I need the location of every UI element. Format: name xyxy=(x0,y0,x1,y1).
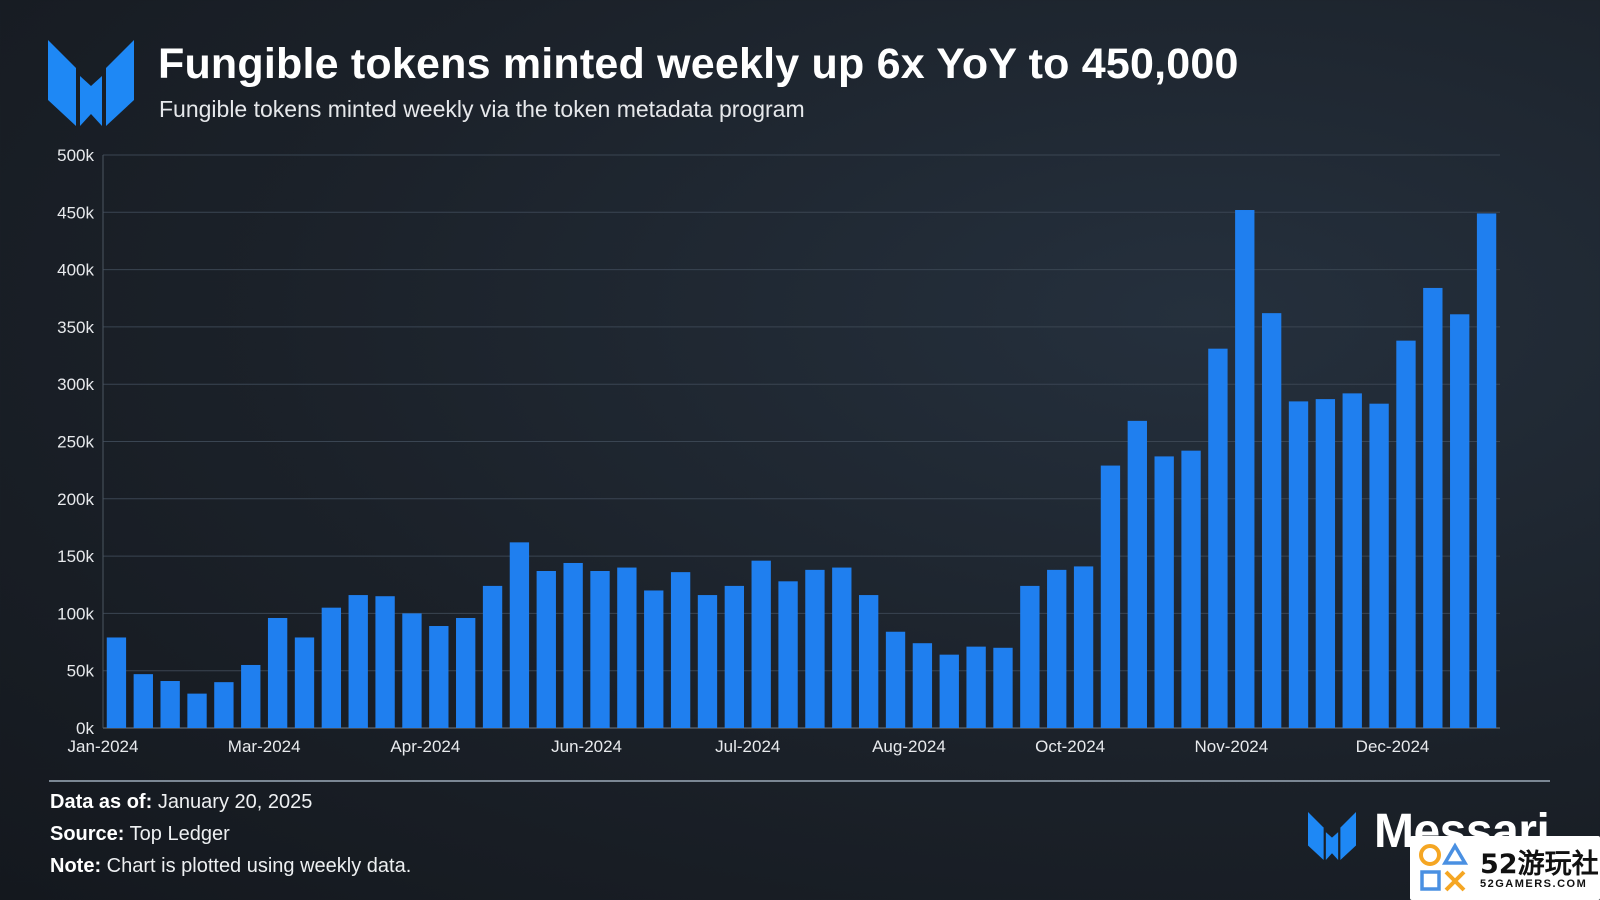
data-as-of-label: Data as of: xyxy=(50,791,153,813)
x-tick-label: Mar-2024 xyxy=(228,737,301,756)
note-value: Chart is plotted using weekly data. xyxy=(106,855,412,877)
bar xyxy=(160,681,180,728)
bar xyxy=(1288,401,1309,728)
bar xyxy=(321,607,342,728)
y-tick-label: 350k xyxy=(57,318,94,337)
bar xyxy=(375,596,395,728)
bar xyxy=(1342,393,1362,728)
watermark-badge: 52游玩社区 52GAMERS.COM xyxy=(1410,836,1600,900)
y-tick-label: 50k xyxy=(67,662,95,681)
chart-title: Fungible tokens minted weekly up 6x YoY … xyxy=(158,40,1239,88)
bar xyxy=(348,595,368,728)
bar xyxy=(1073,566,1094,728)
bar xyxy=(1315,399,1336,728)
y-tick-label: 450k xyxy=(57,203,94,222)
bar xyxy=(536,571,556,728)
bar xyxy=(805,569,825,728)
y-tick-label: 250k xyxy=(57,433,94,452)
bar xyxy=(214,682,234,728)
source-value: Top Ledger xyxy=(129,823,230,845)
x-tick-label: Jul-2024 xyxy=(715,737,780,756)
bar xyxy=(1235,210,1255,728)
x-tick-label: Aug-2024 xyxy=(872,737,946,756)
game-buttons-icon xyxy=(1419,842,1468,892)
chart-subtitle: Fungible tokens minted weekly via the to… xyxy=(159,96,805,122)
y-tick-label: 500k xyxy=(57,146,94,165)
bar xyxy=(1396,340,1416,728)
bar xyxy=(563,562,583,728)
bar xyxy=(1450,314,1470,728)
footer-divider xyxy=(49,780,1550,782)
bar-chart: 0k 50k 100k 150k 200k 250k 300k 350k 400k 450k 500… xyxy=(57,146,1500,756)
y-tick-label: 200k xyxy=(57,490,94,509)
bar xyxy=(885,631,906,728)
bar xyxy=(1476,213,1497,728)
x-tick-label: Oct-2024 xyxy=(1035,737,1105,756)
bar xyxy=(912,643,933,728)
bar xyxy=(724,585,745,728)
bar xyxy=(1100,465,1121,728)
bar xyxy=(133,674,153,728)
bar xyxy=(1020,585,1040,728)
bar xyxy=(509,542,530,728)
bar xyxy=(832,567,852,728)
bar xyxy=(939,654,959,728)
bar xyxy=(1047,569,1067,728)
bar xyxy=(429,626,449,728)
bar xyxy=(697,595,718,728)
y-tick-label: 400k xyxy=(57,261,94,280)
bar xyxy=(106,637,127,728)
bar xyxy=(187,693,207,728)
y-tick-label: 150k xyxy=(57,547,94,566)
note-label: Note: xyxy=(50,855,102,877)
bar xyxy=(966,646,986,728)
bar xyxy=(294,637,315,728)
data-as-of-value: January 20, 2025 xyxy=(157,791,313,813)
bar xyxy=(1369,403,1389,728)
bar xyxy=(1261,313,1282,728)
x-axis-ticks: Jan-2024 Mar-2024 Apr-2024 Jun-2024 Jul-2024… xyxy=(68,737,1430,756)
bars xyxy=(106,210,1497,728)
messari-brand-icon xyxy=(1308,812,1356,860)
bar xyxy=(402,613,422,728)
bar xyxy=(590,571,610,728)
data-as-of: Data as of: January 20, 2025 xyxy=(50,791,312,814)
messari-logo-icon xyxy=(48,40,134,126)
bar xyxy=(778,581,798,728)
bar xyxy=(858,595,879,728)
x-tick-label: Jun-2024 xyxy=(551,737,622,756)
watermark-subtext: 52GAMERS.COM xyxy=(1480,878,1588,890)
x-tick-label: Dec-2024 xyxy=(1356,737,1430,756)
watermark-text: 52游玩社区 xyxy=(1480,849,1600,880)
x-tick-label: Nov-2024 xyxy=(1194,737,1268,756)
x-tick-label: Apr-2024 xyxy=(390,737,460,756)
x-tick-label: Jan-2024 xyxy=(68,737,139,756)
bar xyxy=(617,567,637,728)
y-tick-label: 0k xyxy=(76,719,94,738)
y-axis-ticks: 0k 50k 100k 150k 200k 250k 300k 350k 400k 450k 500… xyxy=(57,146,94,738)
source: Source: Top Ledger xyxy=(50,823,230,846)
bar xyxy=(1127,420,1147,728)
bar xyxy=(456,617,476,728)
bar xyxy=(670,572,691,728)
source-label: Source: xyxy=(50,823,125,845)
bar xyxy=(1208,348,1228,728)
bar xyxy=(644,590,664,728)
bar xyxy=(482,585,503,728)
y-tick-label: 100k xyxy=(57,604,94,623)
bar xyxy=(241,664,261,728)
bar xyxy=(993,647,1013,728)
bar xyxy=(1181,450,1201,728)
bar xyxy=(1423,287,1443,728)
bar xyxy=(1154,456,1174,728)
note: Note: Chart is plotted using weekly data… xyxy=(50,855,411,878)
y-tick-label: 300k xyxy=(57,375,94,394)
bar xyxy=(267,617,288,728)
bar xyxy=(751,560,771,728)
